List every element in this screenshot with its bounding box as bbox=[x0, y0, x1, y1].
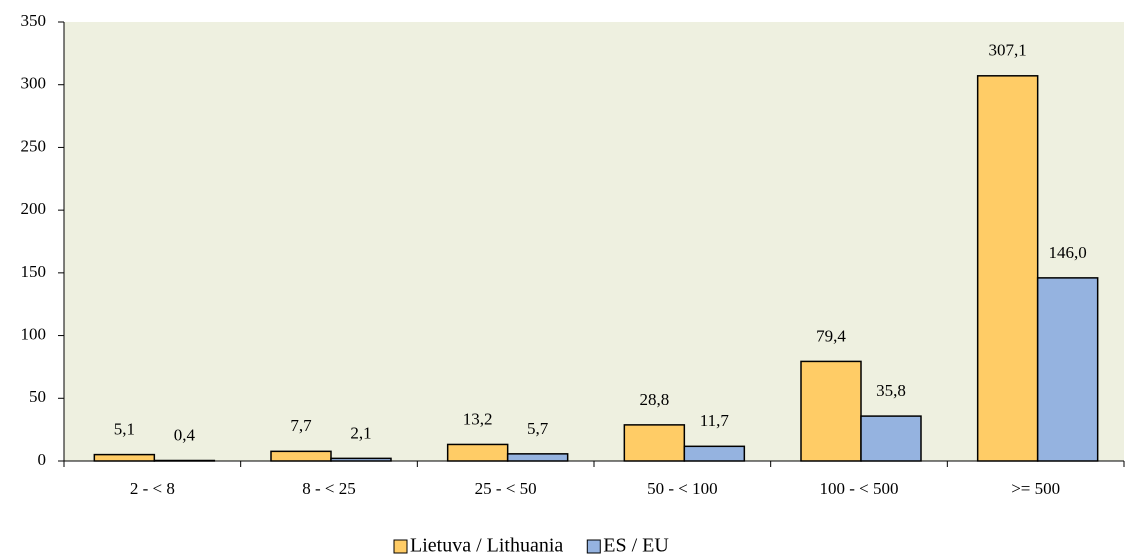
x-tick-label: >= 500 bbox=[1011, 479, 1060, 498]
bar bbox=[1036, 277, 1099, 462]
x-tick-label: 25 - < 50 bbox=[475, 479, 537, 498]
y-tick-label: 300 bbox=[21, 74, 47, 93]
y-tick-label: 250 bbox=[21, 136, 47, 155]
y-tick-label: 350 bbox=[21, 11, 47, 30]
plot-area bbox=[64, 22, 1124, 461]
bar bbox=[446, 443, 509, 462]
legend-label: ES / EU bbox=[603, 535, 669, 557]
y-tick-label: 150 bbox=[21, 262, 47, 281]
bar bbox=[506, 453, 569, 462]
bar bbox=[623, 424, 686, 462]
value-label: 5,1 bbox=[114, 420, 135, 439]
y-tick-label: 0 bbox=[38, 450, 47, 469]
bar bbox=[860, 415, 922, 462]
bar bbox=[800, 360, 862, 462]
legend-label: Lietuva / Lithuania bbox=[410, 535, 563, 557]
bar bbox=[93, 453, 156, 462]
value-label: 0,4 bbox=[174, 425, 196, 444]
x-tick-label: 50 - < 100 bbox=[647, 479, 718, 498]
y-tick-label: 50 bbox=[29, 387, 46, 406]
bar bbox=[976, 75, 1039, 462]
value-label: 2,1 bbox=[350, 423, 371, 442]
value-label: 11,7 bbox=[700, 411, 730, 430]
value-label: 307,1 bbox=[989, 41, 1027, 60]
value-label: 7,7 bbox=[290, 416, 312, 435]
x-tick-label: 8 - < 25 bbox=[302, 479, 356, 498]
x-tick-label: 2 - < 8 bbox=[130, 479, 175, 498]
y-tick-label: 100 bbox=[21, 324, 47, 343]
bar bbox=[683, 445, 746, 462]
y-tick-label: 200 bbox=[21, 199, 47, 218]
value-label: 13,2 bbox=[463, 409, 493, 428]
value-label: 28,8 bbox=[639, 390, 669, 409]
x-tick-label: 100 - < 500 bbox=[820, 479, 899, 498]
value-label: 79,4 bbox=[816, 326, 846, 345]
value-label: 146,0 bbox=[1049, 243, 1087, 262]
legend-swatch bbox=[586, 539, 601, 554]
value-label: 5,7 bbox=[527, 419, 549, 438]
value-label: 35,8 bbox=[876, 381, 906, 400]
bar bbox=[270, 450, 332, 462]
legend-swatch bbox=[393, 539, 408, 554]
